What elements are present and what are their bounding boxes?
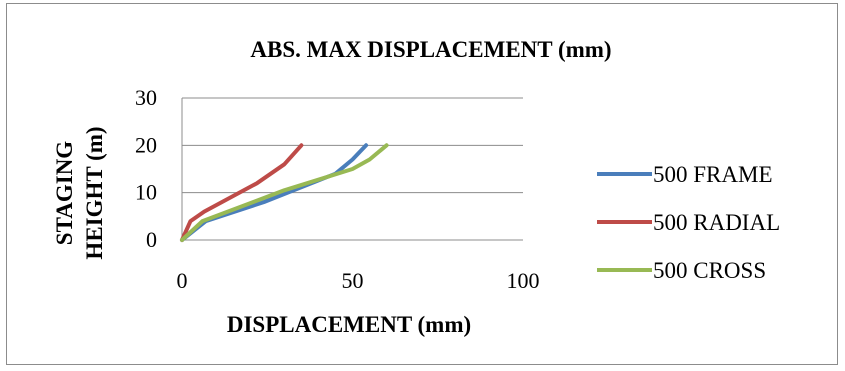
legend: 500 FRAME 500 RADIAL 500 CROSS — [597, 162, 780, 283]
x-tick-label: 100 — [507, 268, 540, 293]
y-tick-label: 0 — [146, 227, 157, 252]
series-line-500-radial — [180, 143, 304, 242]
y-tick-label: 30 — [135, 85, 157, 110]
x-tick-labels: 0 50 100 — [177, 268, 540, 293]
legend-label: 500 CROSS — [653, 258, 766, 283]
y-axis-label-line-2: HEIGHT (m) — [82, 126, 107, 259]
y-axis-label-line-1: STAGING — [52, 141, 77, 245]
y-tick-labels: 0 10 20 30 — [135, 85, 157, 252]
legend-label: 500 RADIAL — [653, 210, 780, 235]
y-axis-label: STAGING HEIGHT (m) — [52, 126, 107, 259]
y-tick-label: 10 — [135, 180, 157, 205]
series-line-500-cross — [180, 143, 389, 242]
chart-title: ABS. MAX DISPLACEMENT (mm) — [250, 37, 611, 62]
x-axis-label: DISPLACEMENT (mm) — [227, 312, 471, 337]
chart-frame — [6, 3, 838, 365]
x-tick-label: 0 — [177, 268, 188, 293]
legend-label: 500 FRAME — [653, 162, 773, 187]
y-tick-label: 20 — [135, 132, 157, 157]
x-tick-label: 50 — [342, 268, 364, 293]
series-layer — [180, 143, 389, 242]
